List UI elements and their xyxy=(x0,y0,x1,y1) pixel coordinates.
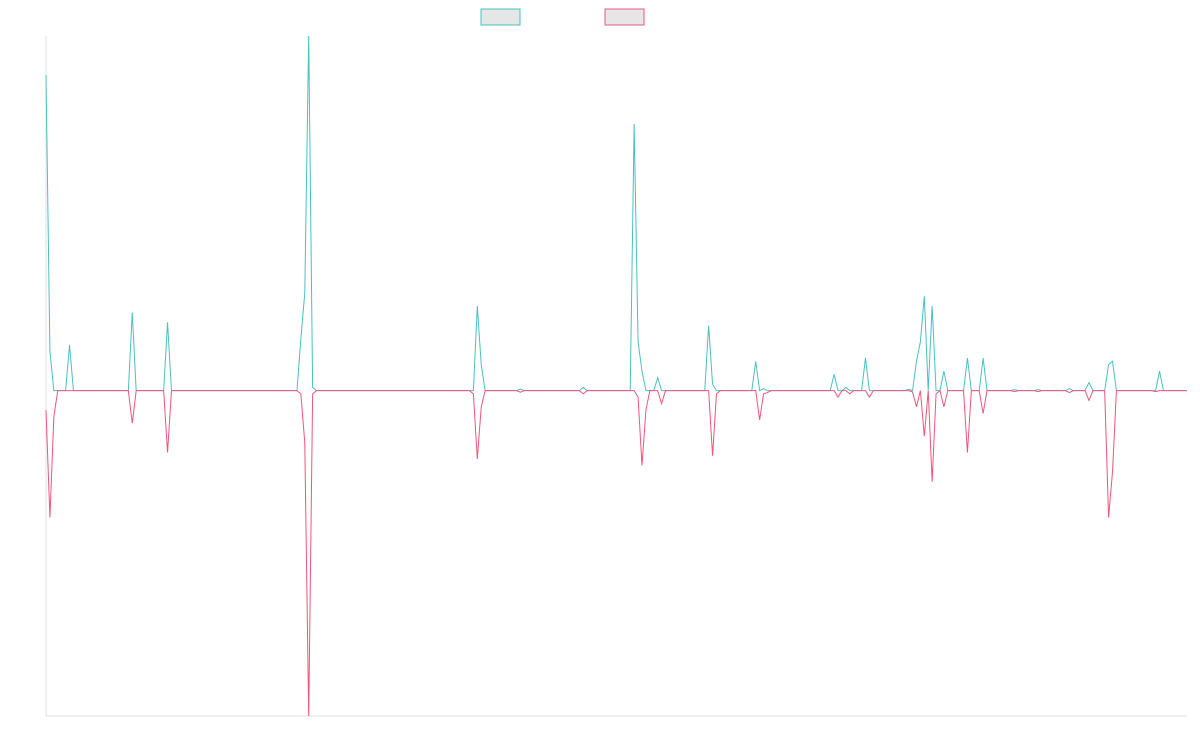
series-layer xyxy=(45,35,1187,717)
series-line-2 xyxy=(45,389,1187,717)
legend-swatch-2[interactable] xyxy=(604,8,645,26)
legend-swatch-1[interactable] xyxy=(480,8,521,26)
legend[interactable] xyxy=(480,8,645,26)
series-line-1 xyxy=(45,35,1187,392)
